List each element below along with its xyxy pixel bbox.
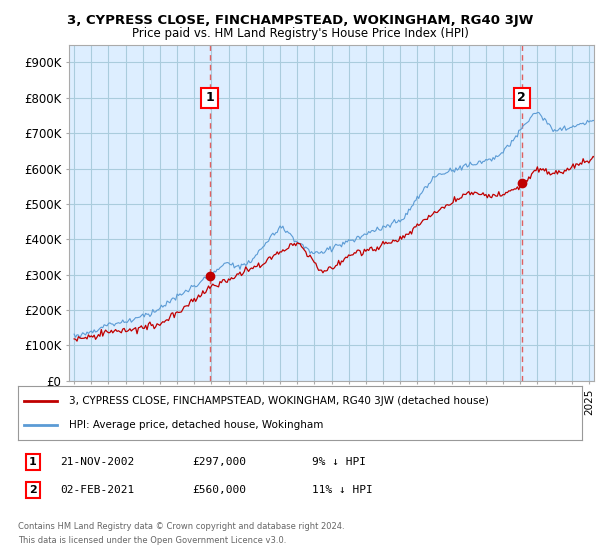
Text: 9% ↓ HPI: 9% ↓ HPI — [312, 457, 366, 467]
Text: £297,000: £297,000 — [192, 457, 246, 467]
Text: 2: 2 — [29, 485, 37, 495]
Text: Price paid vs. HM Land Registry's House Price Index (HPI): Price paid vs. HM Land Registry's House … — [131, 27, 469, 40]
Text: Contains HM Land Registry data © Crown copyright and database right 2024.: Contains HM Land Registry data © Crown c… — [18, 522, 344, 531]
Text: This data is licensed under the Open Government Licence v3.0.: This data is licensed under the Open Gov… — [18, 536, 286, 545]
Text: 11% ↓ HPI: 11% ↓ HPI — [312, 485, 373, 495]
Text: 3, CYPRESS CLOSE, FINCHAMPSTEAD, WOKINGHAM, RG40 3JW (detached house): 3, CYPRESS CLOSE, FINCHAMPSTEAD, WOKINGH… — [69, 396, 488, 407]
Text: 21-NOV-2002: 21-NOV-2002 — [60, 457, 134, 467]
Text: HPI: Average price, detached house, Wokingham: HPI: Average price, detached house, Woki… — [69, 419, 323, 430]
Text: 02-FEB-2021: 02-FEB-2021 — [60, 485, 134, 495]
Text: £560,000: £560,000 — [192, 485, 246, 495]
Text: 1: 1 — [205, 91, 214, 104]
Text: 3, CYPRESS CLOSE, FINCHAMPSTEAD, WOKINGHAM, RG40 3JW: 3, CYPRESS CLOSE, FINCHAMPSTEAD, WOKINGH… — [67, 14, 533, 27]
Text: 2: 2 — [517, 91, 526, 104]
Text: 1: 1 — [29, 457, 37, 467]
